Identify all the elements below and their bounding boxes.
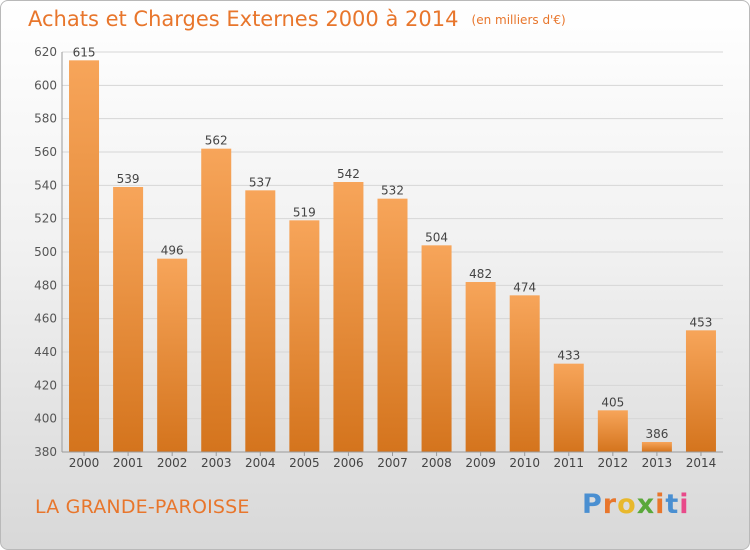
- bar: [201, 148, 232, 452]
- data-label: 405: [601, 395, 624, 409]
- data-label: 433: [557, 349, 580, 363]
- y-tick-label: 380: [34, 445, 57, 459]
- data-label: 482: [469, 267, 492, 281]
- y-tick-label: 400: [34, 412, 57, 426]
- y-tick-label: 620: [34, 45, 57, 59]
- x-tick-label: 2008: [421, 456, 452, 470]
- y-tick-label: 500: [34, 245, 57, 259]
- bar: [509, 295, 540, 452]
- y-tick-label: 580: [34, 112, 57, 126]
- y-tick-label: 480: [34, 278, 57, 292]
- commune-name: LA GRANDE-PAROISSE: [35, 496, 250, 518]
- x-tick-label: 2000: [69, 456, 100, 470]
- bar: [69, 60, 100, 452]
- chart-title: Achats et Charges Externes 2000 à 2014: [28, 7, 459, 31]
- x-tick-label: 2004: [245, 456, 276, 470]
- bar: [113, 187, 144, 452]
- x-tick-label: 2009: [465, 456, 496, 470]
- x-tick-label: 2011: [553, 456, 584, 470]
- data-label: 519: [293, 205, 316, 219]
- title-block: Achats et Charges Externes 2000 à 2014 (…: [28, 7, 566, 31]
- bar: [289, 220, 320, 452]
- data-label: 474: [513, 280, 536, 294]
- y-tick-label: 440: [34, 345, 57, 359]
- data-label: 496: [161, 244, 184, 258]
- y-tick-label: 600: [34, 78, 57, 92]
- logo-letter: x: [636, 489, 656, 520]
- logo-letter: r: [602, 489, 618, 520]
- bar: [553, 363, 584, 452]
- logo-letter: o: [617, 489, 637, 520]
- y-tick-label: 540: [34, 178, 57, 192]
- bar: [641, 442, 672, 452]
- proxiti-logo: Proxiti: [582, 489, 690, 520]
- data-label: 542: [337, 167, 360, 181]
- bar: [685, 330, 716, 452]
- y-tick-label: 420: [34, 378, 57, 392]
- y-tick-label: 560: [34, 145, 57, 159]
- bars: [69, 60, 716, 453]
- logo-letter: i: [655, 489, 666, 520]
- x-tick-label: 2001: [113, 456, 144, 470]
- x-tick-label: 2006: [333, 456, 364, 470]
- data-label: 562: [205, 134, 228, 148]
- data-label: 539: [117, 172, 140, 186]
- chart-unit: (en milliers d'€): [471, 13, 566, 27]
- bar: [157, 258, 188, 452]
- x-tick-label: 2002: [157, 456, 188, 470]
- x-tick-label: 2010: [509, 456, 540, 470]
- data-label: 453: [690, 315, 713, 329]
- x-tick-label: 2005: [289, 456, 320, 470]
- logo-letter: i: [679, 489, 690, 520]
- bar: [597, 410, 628, 452]
- data-label: 386: [645, 427, 668, 441]
- y-tick-label: 520: [34, 212, 57, 226]
- y-tick-label: 460: [34, 312, 57, 326]
- bar: [421, 245, 452, 452]
- axes: 380 400 420 440 460 480 500 520 540 560 580 600 620 2…: [34, 45, 723, 470]
- x-tick-label: 2007: [377, 456, 408, 470]
- x-tick-label: 2003: [201, 456, 232, 470]
- data-label: 504: [425, 230, 448, 244]
- x-tick-label: 2013: [642, 456, 673, 470]
- logo-letter: P: [582, 489, 603, 520]
- logo-letter: t: [665, 489, 680, 520]
- data-label: 532: [381, 184, 404, 198]
- bar: [465, 282, 496, 452]
- x-tick-label: 2014: [686, 456, 717, 470]
- bar: [333, 182, 364, 452]
- data-labels: 615 539 496 562 537 519 542 532 504 482 474 433 405 3…: [73, 45, 713, 441]
- data-label: 615: [73, 45, 96, 59]
- data-label: 537: [249, 175, 272, 189]
- bar: [245, 190, 276, 453]
- x-tick-label: 2012: [598, 456, 629, 470]
- bar: [377, 198, 408, 452]
